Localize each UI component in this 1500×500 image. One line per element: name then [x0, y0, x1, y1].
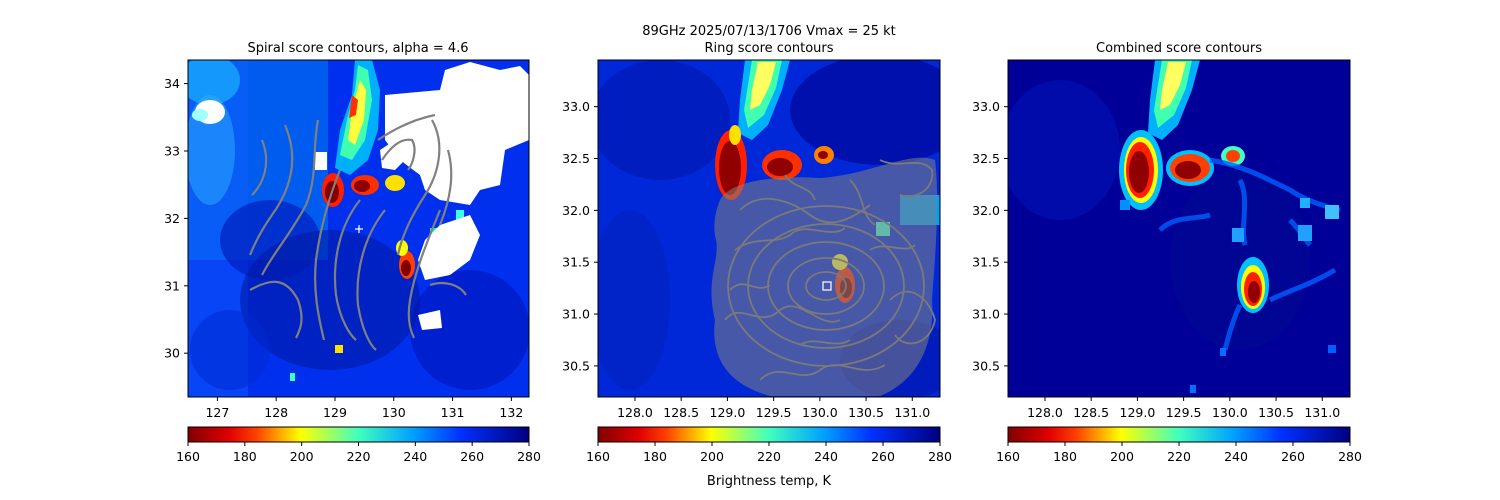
combined-ticks: 128.0 128.5 129.0 129.5 130.0 130.5 131.0 30.5 3…	[972, 99, 1340, 420]
spiral-contours	[248, 113, 467, 351]
colorbar-label: Brightness temp, K	[707, 474, 832, 489]
colorbar-tick-label: 260	[1281, 449, 1305, 464]
x-tick-label: 131.0	[1304, 405, 1340, 420]
ring-colorbar-ticks: 160 180 200 220 240 260 280	[586, 442, 952, 464]
colorbar-tick-label: 240	[814, 449, 838, 464]
y-tick-label: 30	[164, 346, 180, 361]
spiral-center-marker	[355, 225, 363, 233]
panel-combined: Combined score contours	[972, 41, 1362, 464]
colorbar-tick-label: 280	[517, 449, 541, 464]
y-tick-label: 31.5	[972, 255, 1000, 270]
colorbar-tick-label: 280	[1338, 449, 1362, 464]
y-tick-label: 31	[164, 278, 180, 293]
combined-colorbar-ticks: 160 180 200 220 240 260 280	[996, 442, 1362, 464]
x-tick-label: 132	[499, 405, 523, 420]
y-tick-label: 32.0	[972, 203, 1000, 218]
panel-spiral: Spiral score contours, alpha = 4.6	[164, 41, 541, 464]
colorbar-tick-label: 160	[996, 449, 1020, 464]
colorbar-tick-label: 160	[176, 449, 200, 464]
ring-axes-frame	[597, 59, 941, 398]
x-tick-label: 128.0	[617, 405, 653, 420]
x-tick-label: 130.5	[1258, 405, 1294, 420]
y-tick-label: 32.5	[562, 151, 590, 166]
colorbar-tick-label: 220	[347, 449, 371, 464]
x-tick-label: 131.0	[894, 405, 930, 420]
spiral-colorbar	[187, 426, 530, 443]
colorbar-tick-label: 200	[290, 449, 314, 464]
x-tick-label: 129	[323, 405, 347, 420]
combined-heatmap	[1008, 60, 1350, 397]
x-tick-label: 131	[441, 405, 465, 420]
colorbar-tick-label: 260	[871, 449, 895, 464]
colorbar-tick-label: 260	[460, 449, 484, 464]
y-tick-label: 32.0	[562, 203, 590, 218]
y-tick-label: 30.5	[972, 358, 1000, 373]
colorbar-tick-label: 160	[586, 449, 610, 464]
y-tick-label: 32.5	[972, 151, 1000, 166]
y-tick-label: 33.0	[562, 99, 590, 114]
panel-ring: Ring score contours	[562, 41, 952, 464]
colorbar-tick-label: 220	[757, 449, 781, 464]
ring-colorbar	[597, 426, 941, 443]
colorbar-tick-label: 180	[1053, 449, 1077, 464]
x-tick-label: 129.5	[1166, 405, 1202, 420]
ring-contours	[724, 159, 936, 381]
x-tick-label: 129.5	[756, 405, 792, 420]
y-tick-label: 31.0	[972, 307, 1000, 322]
colorbar-tick-label: 180	[643, 449, 667, 464]
ring-ticks: 128.0 128.5 129.0 129.5 130.0 130.5 131.0 30.5 3…	[562, 99, 930, 420]
colorbar-tick-label: 200	[1110, 449, 1134, 464]
x-tick-label: 130.5	[848, 405, 884, 420]
y-tick-label: 31.0	[562, 307, 590, 322]
colorbar-tick-label: 180	[233, 449, 257, 464]
x-tick-label: 130	[382, 405, 406, 420]
y-tick-label: 30.5	[562, 358, 590, 373]
colorbar-tick-label: 220	[1167, 449, 1191, 464]
y-tick-label: 31.5	[562, 255, 590, 270]
y-tick-label: 33	[164, 143, 180, 158]
y-tick-label: 33.0	[972, 99, 1000, 114]
colorbar-tick-label: 200	[700, 449, 724, 464]
x-tick-label: 127	[205, 405, 229, 420]
spiral-ticks: 127 128 129 130 131 132 30 31 32 33 34	[164, 76, 523, 420]
ring-heatmap	[598, 60, 940, 397]
x-tick-label: 128	[264, 405, 288, 420]
y-tick-label: 32	[164, 211, 180, 226]
x-tick-label: 128.0	[1027, 405, 1063, 420]
x-tick-label: 128.5	[663, 405, 699, 420]
combined-axes-frame	[1007, 59, 1351, 398]
spiral-heatmap	[188, 60, 529, 397]
x-tick-label: 128.5	[1073, 405, 1109, 420]
figure-suptitle: 89GHz 2025/07/13/1706 Vmax = 25 kt	[642, 24, 896, 39]
colorbar-tick-label: 280	[928, 449, 952, 464]
combined-colorbar	[1007, 426, 1351, 443]
x-tick-label: 129.0	[710, 405, 746, 420]
spiral-colorbar-ticks: 160 180 200 220 240 260 280	[176, 442, 541, 464]
y-tick-label: 34	[164, 76, 180, 91]
ring-center-marker	[822, 281, 832, 291]
x-tick-label: 130.0	[802, 405, 838, 420]
colorbar-tick-label: 240	[403, 449, 427, 464]
x-tick-label: 129.0	[1120, 405, 1156, 420]
panel-ring-title: Ring score contours	[704, 41, 833, 56]
colorbar-tick-label: 240	[1224, 449, 1248, 464]
panel-combined-title: Combined score contours	[1096, 41, 1262, 56]
x-tick-label: 130.0	[1212, 405, 1248, 420]
spiral-axes-frame	[187, 59, 530, 398]
panel-spiral-title: Spiral score contours, alpha = 4.6	[247, 41, 468, 56]
